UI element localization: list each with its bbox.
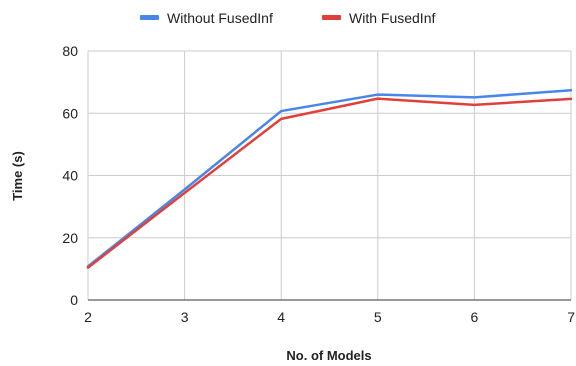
y-tick-label: 40	[62, 168, 78, 184]
legend: Without FusedInf With FusedInf	[140, 10, 435, 26]
y-tick-label: 0	[70, 292, 78, 308]
gridlines	[87, 50, 572, 300]
y-tick-label: 20	[62, 230, 78, 246]
x-tick-label: 6	[471, 309, 479, 325]
x-tick-label: 4	[277, 309, 285, 325]
series-lines	[86, 88, 573, 269]
series-line-1	[86, 97, 573, 269]
y-tick-label: 60	[62, 105, 78, 121]
legend-label: With FusedInf	[349, 10, 435, 26]
x-tick-label: 2	[84, 309, 92, 325]
y-axis-title: Time (s)	[10, 151, 25, 201]
x-tick-label: 3	[181, 309, 189, 325]
legend-label: Without FusedInf	[167, 10, 273, 26]
tick-labels: 0 20 40 60 80 2 3 4 5 6 7	[62, 43, 575, 325]
x-tick-label: 5	[374, 309, 382, 325]
series-line-0	[86, 88, 573, 268]
legend-swatch	[322, 15, 341, 20]
x-tick-label: 7	[567, 309, 575, 325]
x-axis-title: No. of Models	[286, 348, 371, 363]
y-tick-label: 80	[62, 43, 78, 59]
legend-swatch	[140, 15, 159, 20]
